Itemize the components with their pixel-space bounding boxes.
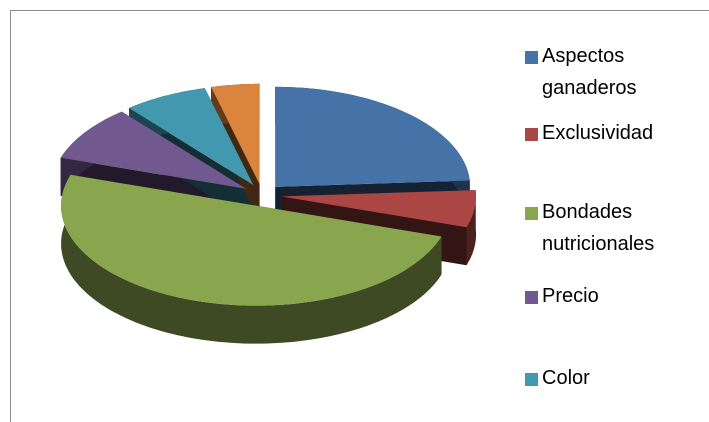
legend-label: Aspectos ganaderos (542, 45, 637, 99)
legend-swatch (525, 51, 538, 64)
legend-swatch (525, 128, 538, 141)
legend-label: Color (542, 367, 590, 389)
legend-swatch (525, 207, 538, 220)
legend-swatch (525, 291, 538, 304)
slice (61, 174, 442, 306)
legend-item: Bondades nutricionales (525, 196, 705, 260)
legend-label: Exclusividad (542, 122, 654, 144)
slice (281, 190, 477, 228)
legend-item: Precio (525, 280, 705, 312)
slice (128, 88, 254, 186)
legend-item: Color (525, 362, 705, 394)
legend-item: Aspectos ganaderos (525, 40, 705, 104)
slice-side (466, 190, 477, 266)
slice (60, 111, 247, 189)
legend-item: Exclusividad (525, 117, 705, 149)
slice-side (61, 174, 442, 344)
legend-label: Bondades nutricionales (542, 201, 655, 255)
legend-label: Precio (542, 285, 599, 307)
slice-tops (60, 83, 477, 306)
chart-border (10, 10, 709, 422)
slice (211, 83, 260, 184)
slice (275, 86, 470, 187)
legend-swatch (525, 373, 538, 386)
